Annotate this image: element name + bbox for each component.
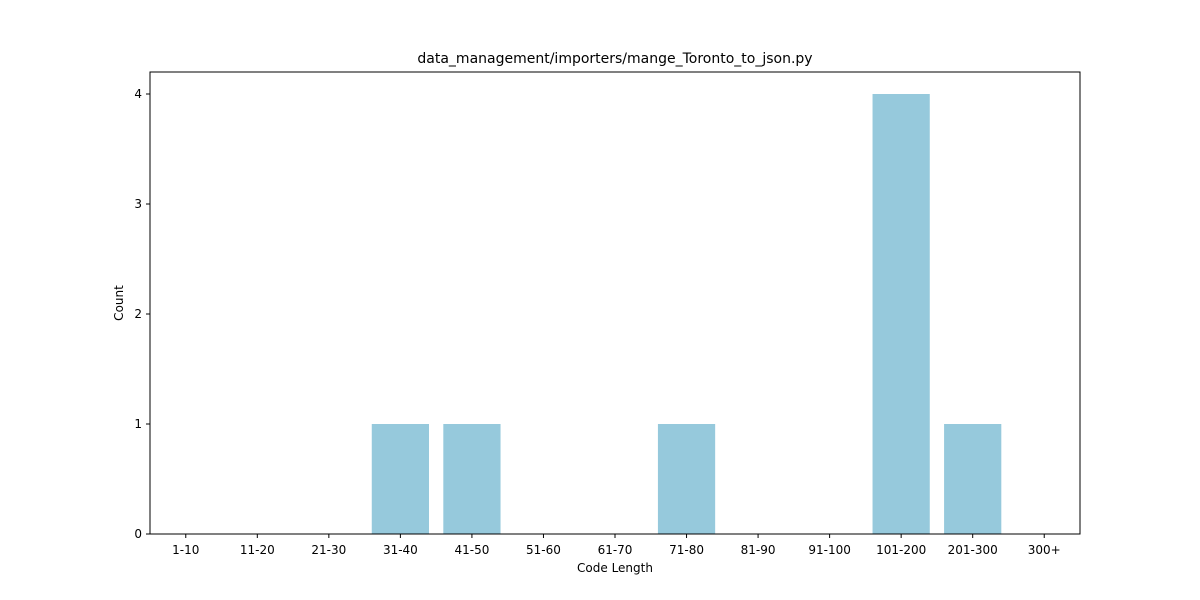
bar-71-80 xyxy=(657,424,716,534)
x-tick-label: 11-20 xyxy=(240,543,275,557)
y-tick-label: 2 xyxy=(134,307,142,321)
x-tick-label: 1-10 xyxy=(172,543,199,557)
y-axis-ticks: 0 1 2 3 4 xyxy=(134,87,150,541)
plot-frame xyxy=(149,71,1081,535)
x-axis-label: Code Length xyxy=(577,561,653,575)
bar-41-50 xyxy=(443,424,501,534)
x-tick-label: 201-300 xyxy=(948,543,998,557)
x-tick-label: 81-90 xyxy=(741,543,776,557)
y-axis-label: Count xyxy=(112,285,126,321)
bar-201-300 xyxy=(944,424,1002,534)
y-tick-label: 1 xyxy=(134,417,142,431)
x-tick-label: 91-100 xyxy=(808,543,851,557)
y-tick-label: 4 xyxy=(134,87,142,101)
x-tick-label: 300+ xyxy=(1028,543,1061,557)
x-tick-label: 21-30 xyxy=(311,543,346,557)
y-tick-label: 0 xyxy=(134,527,142,541)
x-axis-ticks: 1-10 11-20 21-30 31-40 41-50 51-60 61-70 71-80 8… xyxy=(172,534,1061,557)
chart-title: data_management/importers/mange_Toronto_… xyxy=(417,51,812,67)
bar-101-200 xyxy=(872,94,930,534)
x-tick-label: 31-40 xyxy=(383,543,418,557)
bar-31-40 xyxy=(371,424,429,534)
x-tick-label: 51-60 xyxy=(526,543,561,557)
x-tick-label: 41-50 xyxy=(454,543,489,557)
x-tick-label: 71-80 xyxy=(669,543,704,557)
bars-group xyxy=(371,94,1002,534)
y-tick-label: 3 xyxy=(134,197,142,211)
x-tick-label: 101-200 xyxy=(876,543,926,557)
x-tick-label: 61-70 xyxy=(598,543,633,557)
